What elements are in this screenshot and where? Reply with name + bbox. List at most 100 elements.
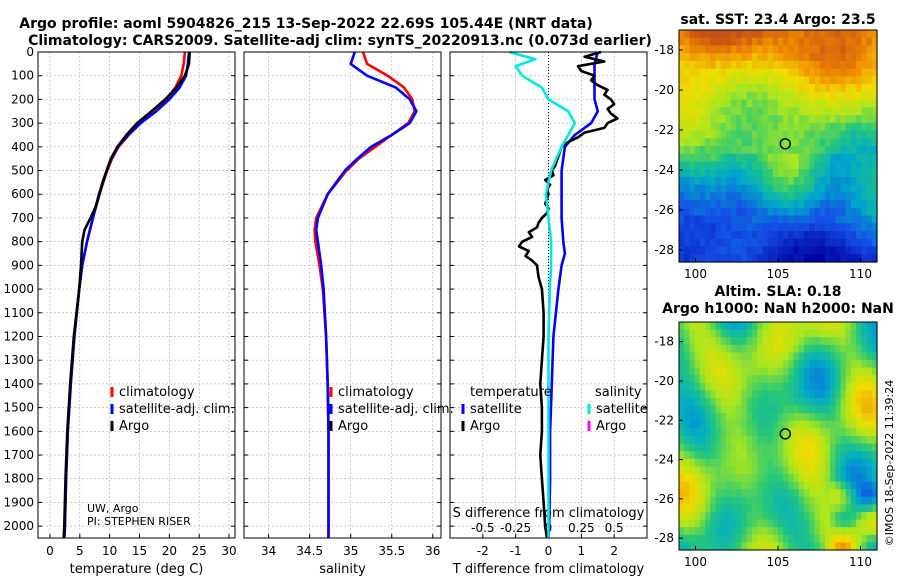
map-cell [767,37,774,46]
map-cell [788,398,795,407]
map-cell [850,360,857,369]
map-cell [705,398,711,407]
map-cell [684,458,690,467]
map-cell [705,153,711,162]
map-cell [757,176,763,186]
map-cell [694,542,701,551]
map-cell [746,542,753,551]
map-cell [720,534,727,543]
map-cell [824,436,831,445]
map-cell [798,76,805,85]
map-cell [798,337,805,346]
map-cell [757,207,763,217]
map-cell [725,496,732,505]
map-cell [767,542,774,551]
x2-tick-label: 0.25 [568,521,595,535]
map-cell [793,451,800,460]
map-cell [840,451,847,460]
map-cell [809,534,816,543]
map-cell [871,99,878,108]
map-cell [762,329,769,338]
map-cell [725,420,732,429]
map-cell [861,474,868,483]
map-cell [684,238,690,248]
map-cell [736,451,743,460]
map-cell [762,68,769,77]
map-cell [741,122,748,132]
map-cell [715,207,722,217]
map-cell [835,184,842,193]
map-cell [705,45,711,54]
map-cell [684,99,690,108]
map-cell [715,367,722,376]
map-cell [788,176,795,186]
map-cell [679,481,685,490]
map-cell [710,161,717,170]
map-cell [751,60,758,70]
y-tick-label: 800 [11,235,34,249]
map-cell [725,138,732,147]
map-y-tick-label: -22 [654,413,674,427]
map-cell [772,504,779,513]
map-cell [731,428,737,437]
map-cell [809,329,816,338]
map-cell [809,436,816,445]
map-cell [731,519,737,528]
map-cell [830,130,836,139]
map-cell [814,99,821,108]
map-cell [840,337,847,346]
map-cell [762,405,769,414]
map-cell [814,161,821,170]
y-tick-label: 1200 [3,329,34,343]
map-cell [679,107,685,116]
map-cell [778,542,784,551]
map-cell [835,115,842,124]
map-cell [715,146,722,155]
map-cell [710,84,717,93]
map-cell [715,489,722,498]
map-cell [778,360,784,369]
map-cell [866,420,873,429]
map-cell [720,99,727,108]
sla-map-title2: Argo h1000: NaN h2000: NaN [662,301,894,317]
map-cell [809,122,816,132]
map-cell [814,390,821,399]
map-cell [715,169,722,178]
map-cell [705,489,711,498]
map-cell [871,436,878,445]
map-cell [861,344,868,353]
map-cell [767,322,774,331]
y-tick-label: 1000 [3,282,34,296]
map-cell [710,238,717,248]
map-cell [731,466,737,475]
map-cell [809,115,816,124]
map-cell [710,192,717,201]
map-cell [710,68,717,77]
map-cell [793,215,800,224]
map-cell [798,436,805,445]
map-cell [772,337,779,346]
map-cell [856,322,862,331]
map-cell [856,176,862,186]
map-cell [689,146,696,155]
map-cell [725,344,732,353]
map-cell [819,107,826,116]
map-cell [757,405,763,414]
map-cell [710,215,717,224]
map-cell [772,512,779,521]
map-cell [866,542,873,551]
map-cell [866,130,873,139]
map-cell [871,481,878,490]
map-cell [757,184,763,193]
map-cell [694,322,701,331]
map-cell [705,428,711,437]
map-cell [762,436,769,445]
map-cell [830,542,836,551]
map-cell [694,489,701,498]
map-cell [741,200,748,209]
map-cell [705,68,711,77]
map-cell [705,84,711,93]
map-cell [736,436,743,445]
map-cell [845,496,852,505]
map-cell [830,254,836,263]
